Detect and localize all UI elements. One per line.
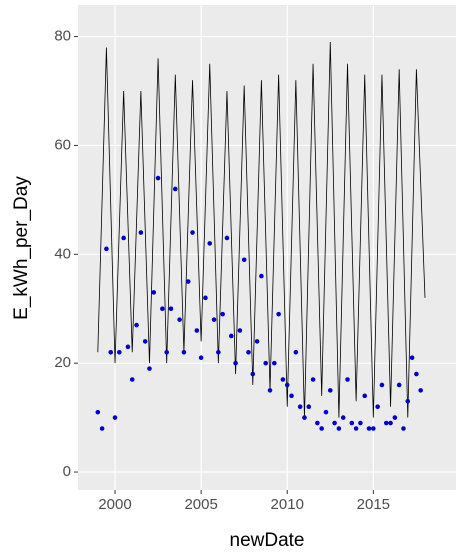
point [293, 349, 299, 355]
point [349, 420, 355, 426]
point [379, 382, 385, 388]
point [280, 377, 286, 382]
x-axis-title: newDate [230, 530, 305, 551]
point [414, 371, 419, 377]
point [297, 404, 303, 410]
point [194, 328, 200, 333]
y-tick-label: 80 [54, 28, 71, 45]
point [117, 349, 122, 355]
point [99, 426, 105, 431]
point [289, 393, 294, 399]
point [121, 235, 126, 241]
point [366, 426, 372, 431]
x-tick-label: 2010 [271, 496, 304, 513]
point [181, 349, 187, 355]
point [315, 420, 320, 426]
point [168, 306, 174, 312]
point [371, 426, 376, 431]
x-tick-label: 2000 [98, 496, 131, 513]
point [392, 415, 398, 420]
point [104, 246, 109, 252]
x-tick-label: 2005 [184, 496, 217, 513]
point [284, 382, 290, 388]
point [383, 420, 389, 426]
point [177, 317, 182, 322]
point [185, 279, 191, 284]
point [237, 328, 243, 333]
point [190, 230, 195, 235]
y-tick-label: 20 [54, 354, 71, 371]
point [323, 409, 329, 415]
point [112, 415, 118, 420]
point [332, 420, 337, 426]
point [418, 388, 423, 393]
point [267, 388, 273, 393]
point [224, 235, 230, 241]
point [151, 290, 157, 295]
y-axis-title: E_kWh_per_Day [11, 176, 32, 320]
point [203, 295, 208, 301]
point [220, 311, 225, 317]
point [250, 371, 256, 377]
point [319, 426, 324, 431]
point [405, 398, 411, 404]
point [353, 426, 359, 431]
point [263, 360, 269, 366]
point [142, 339, 148, 344]
point [125, 344, 131, 350]
line [97, 42, 426, 418]
point [147, 366, 152, 371]
point [362, 393, 368, 399]
point [396, 382, 402, 388]
point [306, 404, 312, 410]
point [95, 409, 101, 415]
point [138, 230, 144, 235]
point [302, 415, 307, 420]
point [198, 355, 204, 361]
x-tick-label: 2015 [357, 496, 390, 513]
point [388, 420, 393, 426]
point [155, 175, 161, 181]
plot-background [78, 5, 456, 490]
point [310, 377, 316, 382]
point [241, 257, 247, 263]
point [272, 360, 277, 366]
y-tick-label: 60 [54, 136, 71, 153]
point [207, 241, 213, 246]
point [276, 311, 281, 317]
point [211, 317, 217, 322]
point [358, 420, 363, 426]
point [164, 349, 169, 355]
point [108, 349, 114, 355]
point [246, 349, 251, 355]
y-tick-label: 40 [54, 245, 71, 262]
point [336, 426, 342, 431]
point [345, 377, 350, 382]
point [254, 339, 260, 344]
point [340, 415, 346, 420]
point [375, 404, 380, 410]
point [327, 388, 333, 393]
point [409, 355, 415, 361]
point [228, 333, 234, 339]
point [259, 273, 264, 279]
point [129, 377, 135, 382]
point [172, 186, 178, 192]
point [401, 426, 406, 431]
point [134, 322, 139, 328]
point [216, 349, 221, 355]
y-tick-label: 0 [63, 463, 71, 480]
point [160, 306, 165, 312]
point [233, 360, 238, 366]
